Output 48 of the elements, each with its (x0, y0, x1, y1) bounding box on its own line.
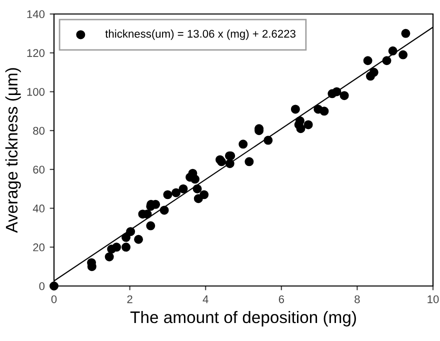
x-tick-label: 8 (354, 295, 360, 304)
y-tick-label: 120 (27, 49, 45, 57)
point (225, 159, 234, 168)
point (112, 242, 122, 252)
point (238, 140, 248, 149)
point (190, 174, 200, 184)
x-tick-label: 10 (428, 295, 439, 304)
x-tick-label: 2 (127, 295, 132, 304)
x-tick-label: 6 (278, 295, 284, 304)
point (388, 46, 398, 56)
point (264, 136, 273, 145)
point (398, 50, 408, 60)
point (340, 91, 349, 100)
y-tick-label: 80 (33, 126, 45, 135)
y-tick-label: 100 (27, 88, 45, 96)
point (244, 157, 254, 166)
point (50, 282, 58, 290)
point (172, 188, 181, 198)
point (369, 68, 378, 77)
point (134, 234, 144, 244)
x-tick-label: 0 (51, 295, 57, 304)
x-axis-title: The amount of deposition (mg) (130, 310, 356, 326)
point (122, 232, 131, 242)
y-tick-label: 0 (39, 282, 45, 290)
y-axis-title: Average tickness (μm) (5, 68, 21, 233)
y-tick-label: 140 (27, 10, 45, 18)
point (178, 184, 188, 194)
point (290, 104, 300, 114)
point (382, 56, 392, 66)
point (160, 206, 169, 215)
point (320, 106, 329, 116)
point (192, 184, 202, 194)
point (122, 242, 131, 252)
y-tick-label: 40 (32, 204, 45, 212)
point (332, 87, 342, 96)
point (146, 221, 156, 230)
point (104, 252, 114, 262)
point (126, 227, 136, 236)
point (296, 124, 306, 134)
y-tick-label: 60 (33, 166, 45, 174)
x-tick-label: 4 (202, 295, 208, 304)
point (401, 28, 410, 38)
point (163, 190, 172, 200)
y-tick-label: 20 (33, 243, 45, 252)
point (304, 120, 313, 130)
point (200, 190, 209, 200)
point (363, 56, 372, 66)
legend-label: thickness(um) = 13.06 x (mg) + 2.6223 (105, 30, 296, 40)
